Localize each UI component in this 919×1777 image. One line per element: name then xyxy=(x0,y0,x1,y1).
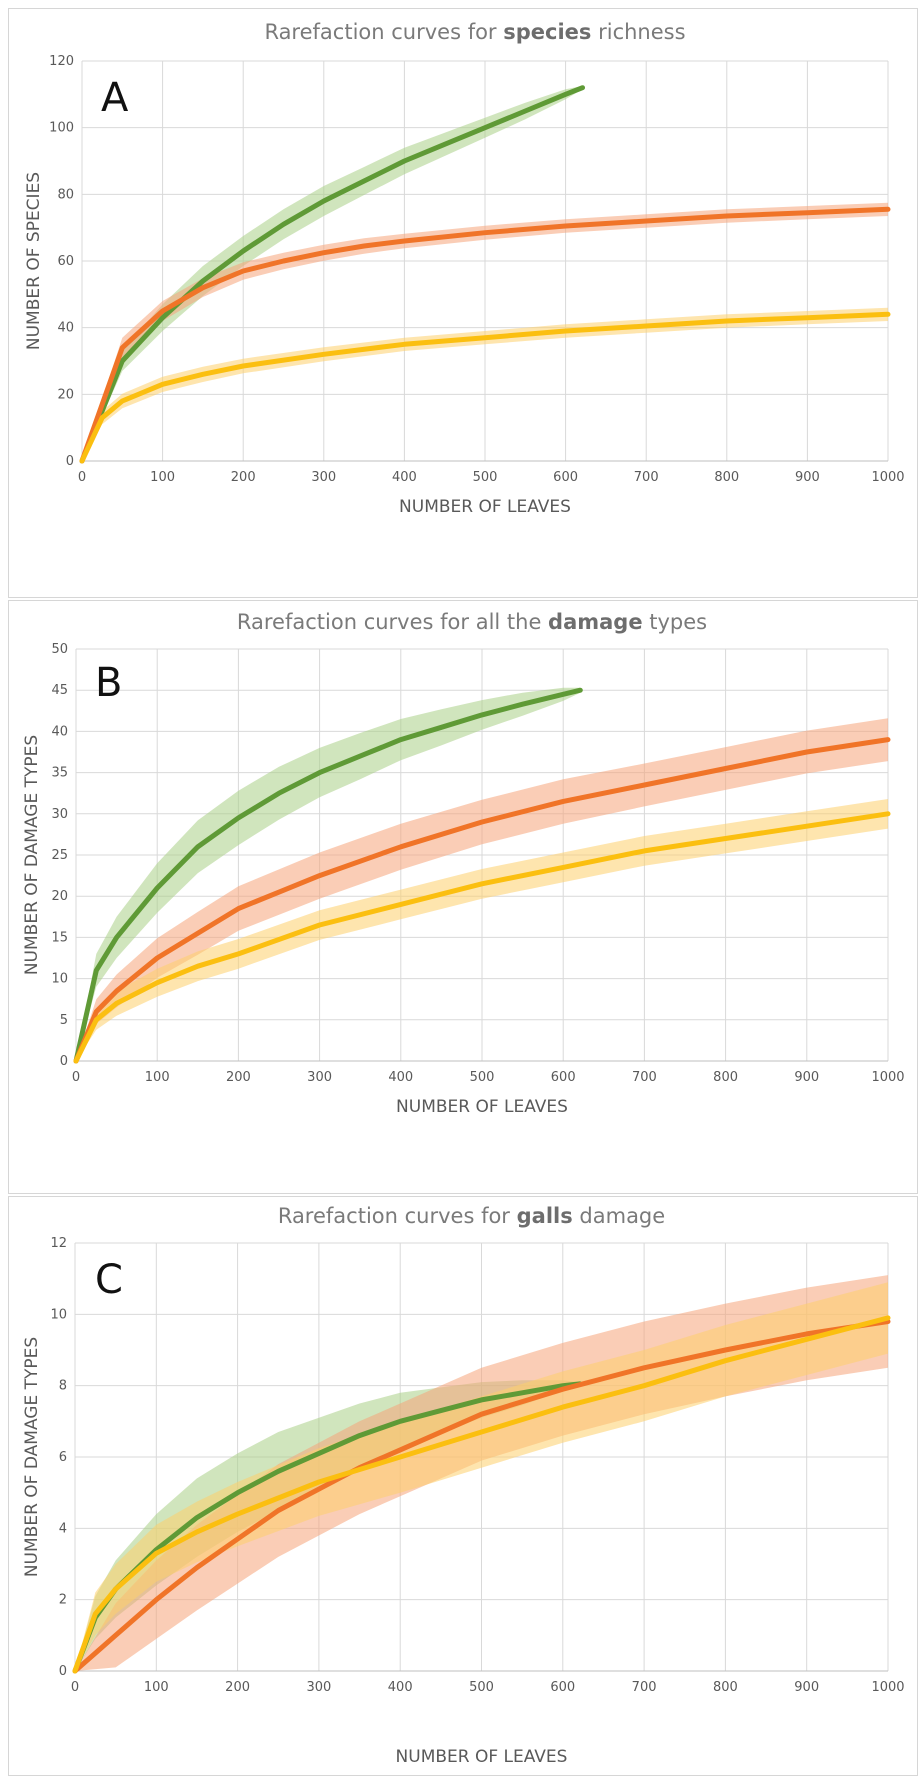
y-tick-label: 10 xyxy=(50,1307,67,1322)
y-axis-label: NUMBER OF DAMAGE TYPES xyxy=(22,1337,42,1577)
x-tick-label: 500 xyxy=(469,1680,494,1695)
x-tick-label: 200 xyxy=(231,470,256,485)
x-tick-label: 200 xyxy=(226,1070,251,1085)
y-tick-label: 10 xyxy=(51,972,68,987)
x-tick-label: 400 xyxy=(392,470,417,485)
x-tick-label: 1000 xyxy=(871,470,904,485)
x-tick-label: 600 xyxy=(550,1680,575,1695)
x-tick-label: 500 xyxy=(473,470,498,485)
rarefaction-chart-a: Rarefaction curves for species richness 0… xyxy=(24,20,905,517)
y-tick-label: 0 xyxy=(59,1664,67,1679)
y-axis-label: NUMBER OF DAMAGE TYPES xyxy=(22,735,42,975)
panel-label: B xyxy=(95,660,122,706)
series-line-yellow xyxy=(79,311,891,464)
series-line-orange xyxy=(79,206,891,464)
x-tick-label: 800 xyxy=(713,1070,738,1085)
chart-title: Rarefaction curves for galls damage xyxy=(278,1204,665,1228)
series-line-yellow xyxy=(73,811,891,1064)
x-tick-label: 800 xyxy=(714,470,739,485)
series-line-green xyxy=(73,687,583,1064)
y-tick-label: 0 xyxy=(66,454,74,469)
y-tick-label: 60 xyxy=(57,254,74,269)
series-line-orange xyxy=(73,737,891,1064)
panel-label: A xyxy=(101,75,129,121)
x-tick-label: 900 xyxy=(794,1070,819,1085)
rarefaction-chart-c: Rarefaction curves for galls damage 0 2 4 6 8… xyxy=(22,1204,905,1767)
y-tick-label: 15 xyxy=(51,930,68,945)
y-tick-label: 2 xyxy=(59,1593,67,1608)
x-axis-label: NUMBER OF LEAVES xyxy=(396,1097,568,1117)
x-tick-label: 300 xyxy=(311,470,336,485)
chart-title: Rarefaction curves for species richness xyxy=(264,20,685,44)
y-tick-label: 45 xyxy=(51,683,68,698)
x-tick-label: 900 xyxy=(794,1680,819,1695)
x-tick-label: 200 xyxy=(225,1680,250,1695)
y-tick-label: 20 xyxy=(51,889,68,904)
x-tick-label: 400 xyxy=(388,1070,413,1085)
confidence-band-orange xyxy=(82,202,888,461)
x-tick-label: 600 xyxy=(553,470,578,485)
x-tick-label: 300 xyxy=(307,1070,332,1085)
y-tick-label: 30 xyxy=(51,807,68,822)
y-tick-label: 100 xyxy=(49,121,74,136)
y-tick-label: 40 xyxy=(51,724,68,739)
chart-title: Rarefaction curves for all the damage ty… xyxy=(237,610,707,634)
x-tick-label: 300 xyxy=(306,1680,331,1695)
x-tick-label: 0 xyxy=(78,470,86,485)
y-tick-label: 80 xyxy=(57,187,74,202)
y-tick-label: 20 xyxy=(57,387,74,402)
y-tick-label: 50 xyxy=(51,642,68,657)
y-tick-label: 12 xyxy=(50,1236,67,1251)
x-tick-label: 1000 xyxy=(871,1680,904,1695)
chart-panel-c: Rarefaction curves for galls damage 0 2 4 6 8… xyxy=(8,1196,918,1776)
x-tick-label: 1000 xyxy=(871,1070,904,1085)
y-tick-label: 5 xyxy=(60,1013,68,1028)
x-tick-label: 800 xyxy=(713,1680,738,1695)
x-axis-label: NUMBER OF LEAVES xyxy=(396,1747,568,1767)
series-line-yellow xyxy=(72,1315,891,1674)
x-tick-label: 600 xyxy=(551,1070,576,1085)
y-tick-label: 6 xyxy=(59,1450,67,1465)
series-line-green xyxy=(79,85,585,464)
rarefaction-chart-b: Rarefaction curves for all the damage ty… xyxy=(22,610,905,1117)
x-tick-label: 100 xyxy=(145,1070,170,1085)
x-tick-label: 700 xyxy=(632,1070,657,1085)
y-tick-label: 120 xyxy=(49,54,74,69)
panel-label: C xyxy=(95,1257,123,1303)
x-tick-label: 0 xyxy=(72,1070,80,1085)
confidence-band-green xyxy=(76,687,581,1061)
chart-panel-b: Rarefaction curves for all the damage ty… xyxy=(8,600,918,1194)
y-tick-label: 0 xyxy=(60,1054,68,1069)
y-tick-label: 25 xyxy=(51,848,68,863)
y-tick-label: 4 xyxy=(59,1521,67,1536)
y-tick-label: 8 xyxy=(59,1379,67,1394)
y-tick-label: 40 xyxy=(57,321,74,336)
x-tick-label: 700 xyxy=(634,470,659,485)
x-tick-label: 100 xyxy=(150,470,175,485)
x-tick-label: 0 xyxy=(71,1680,79,1695)
confidence-band-green xyxy=(82,86,583,461)
x-tick-label: 700 xyxy=(632,1680,657,1695)
x-tick-label: 400 xyxy=(388,1680,413,1695)
x-tick-label: 100 xyxy=(144,1680,169,1695)
x-tick-label: 500 xyxy=(470,1070,495,1085)
x-tick-label: 900 xyxy=(795,470,820,485)
y-tick-label: 35 xyxy=(51,766,68,781)
confidence-band-yellow xyxy=(75,1282,888,1671)
x-axis-label: NUMBER OF LEAVES xyxy=(399,497,571,517)
chart-panel-a: Rarefaction curves for species richness 0… xyxy=(8,8,918,598)
y-axis-label: NUMBER OF SPECIES xyxy=(24,172,44,350)
